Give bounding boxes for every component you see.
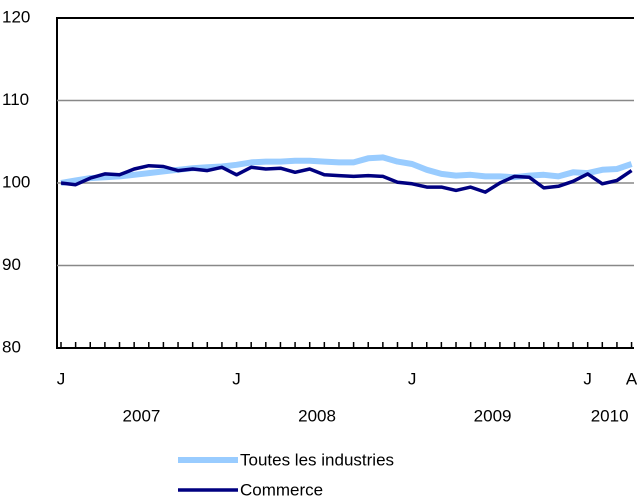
- legend-label: Commerce: [240, 480, 323, 499]
- y-tick-label: 90: [2, 255, 21, 274]
- year-label: 2009: [474, 406, 512, 425]
- x-tick-label: J: [232, 369, 241, 388]
- y-tick-label: 80: [2, 337, 21, 356]
- series-line: [60, 163, 633, 194]
- legend-label: Toutes les industries: [240, 450, 394, 469]
- y-tick-label: 120: [2, 7, 30, 26]
- year-label: 2010: [591, 406, 629, 425]
- x-tick-label: A: [626, 369, 637, 388]
- year-label: 2008: [298, 406, 336, 425]
- x-tick-label: J: [57, 369, 66, 388]
- x-tick-label: J: [583, 369, 592, 388]
- year-label: 2007: [123, 406, 161, 425]
- y-tick-label: 110: [2, 90, 29, 109]
- x-tick-label: J: [408, 369, 417, 388]
- y-tick-label: 100: [2, 172, 30, 191]
- series-line: [60, 154, 633, 186]
